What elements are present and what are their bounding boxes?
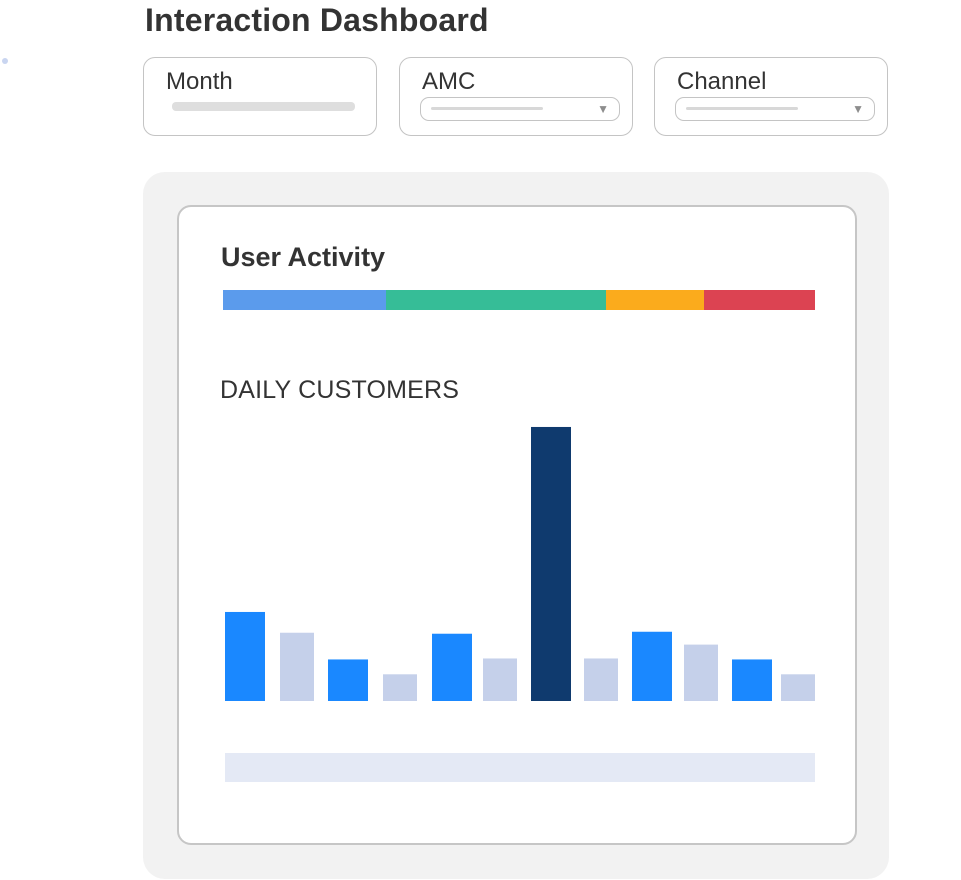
amc-filter-label: AMC (422, 68, 476, 95)
month-filter-label: Month (166, 68, 233, 95)
activity-segment-4 (704, 290, 815, 310)
chart-bar-11 (732, 659, 772, 701)
amc-select-value (431, 107, 543, 110)
chart-bar-9 (632, 631, 672, 701)
decorative-dot (2, 58, 8, 64)
chart-bar-12 (781, 674, 815, 701)
chart-bar-4 (383, 674, 417, 701)
chart-bar-6 (483, 658, 517, 701)
chart-bar-5 (432, 633, 472, 701)
activity-segment-2 (385, 290, 607, 310)
chart-bar-2 (280, 632, 314, 701)
chart-footer-bar (225, 753, 815, 782)
chevron-down-icon[interactable]: ▼ (597, 102, 609, 116)
chevron-down-icon[interactable]: ▼ (852, 102, 864, 116)
chart-bar-8 (584, 658, 618, 701)
channel-filter[interactable]: Channel ▼ (654, 57, 888, 136)
amc-select[interactable]: ▼ (420, 97, 620, 121)
user-activity-card (177, 205, 857, 845)
channel-filter-label: Channel (677, 68, 767, 95)
channel-select[interactable]: ▼ (675, 97, 875, 121)
chart-bar-1 (225, 611, 265, 701)
month-filter[interactable]: Month (143, 57, 377, 136)
chart-bar-7 (531, 426, 571, 701)
activity-bar (223, 290, 815, 310)
chart-bar-3 (328, 659, 368, 701)
chart-bar-10 (684, 644, 718, 701)
activity-segment-3 (606, 290, 705, 310)
amc-filter[interactable]: AMC ▼ (399, 57, 633, 136)
month-filter-field[interactable] (172, 102, 355, 111)
card-title: User Activity (221, 242, 386, 272)
chart-title: DAILY CUSTOMERS (220, 376, 460, 404)
channel-select-value (686, 107, 798, 110)
activity-segment-1 (223, 290, 386, 310)
page-title: Interaction Dashboard (145, 2, 489, 38)
